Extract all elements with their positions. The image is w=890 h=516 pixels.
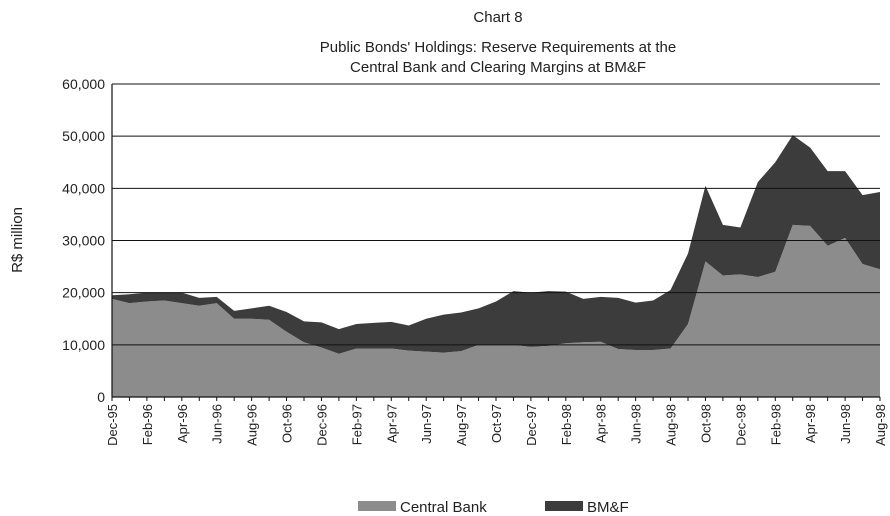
x-tick-label: Feb-98 <box>768 404 783 445</box>
x-tick-label: Oct-97 <box>489 404 504 443</box>
axes <box>111 84 881 401</box>
x-tick-label: Apr-97 <box>384 404 399 443</box>
x-tick-label: Apr-96 <box>175 404 190 443</box>
x-tick-label: Feb-98 <box>559 404 574 445</box>
x-tick-label: Apr-98 <box>803 404 818 443</box>
legend: Central Bank BM&F <box>358 499 629 516</box>
area-series-central-bank <box>112 224 880 397</box>
area-series-bm-f <box>112 135 880 354</box>
y-tick-label: 20,000 <box>62 285 105 301</box>
x-tick-label: Oct-98 <box>698 404 713 443</box>
x-tick-label: Dec-98 <box>733 404 748 446</box>
y-tick-label: 60,000 <box>62 76 105 92</box>
x-tick-label: Aug-98 <box>873 404 888 446</box>
legend-label-bmf: BM&F <box>587 499 629 516</box>
legend-swatch-bmf <box>545 501 583 511</box>
y-tick-label: 30,000 <box>62 233 105 249</box>
chart-title-line-1: Public Bonds' Holdings: Reserve Requirem… <box>320 39 676 56</box>
x-tick-label: Aug-97 <box>454 404 469 446</box>
y-axis-label: R$ million <box>9 207 26 273</box>
gridlines <box>112 83 880 346</box>
chart-label: Chart 8 <box>473 9 522 26</box>
x-tick-label: Feb-97 <box>349 404 364 445</box>
y-tick-label: 50,000 <box>62 128 105 144</box>
legend-label-central-bank: Central Bank <box>400 499 487 516</box>
x-tick-label: Aug-98 <box>664 404 679 446</box>
x-tick-label: Dec-96 <box>314 404 329 446</box>
x-tick-labels: Dec-95 Feb-96 Apr-96 Jun-96 Aug-96 Oct-96 Dec-… <box>105 404 888 446</box>
x-tick-label: Jun-96 <box>210 404 225 444</box>
x-tick-label: Jun-98 <box>838 404 853 444</box>
y-tick-label: 0 <box>97 389 105 405</box>
x-tick-label: Jun-97 <box>419 404 434 444</box>
x-tick-label: Dec-97 <box>524 404 539 446</box>
x-tick-label: Jun-98 <box>629 404 644 444</box>
y-tick-label: 40,000 <box>62 180 105 196</box>
x-tick-label: Feb-96 <box>140 404 155 445</box>
x-tick-label: Dec-95 <box>105 404 120 446</box>
x-tick-label: Apr-98 <box>594 404 609 443</box>
chart-title-line-2: Central Bank and Clearing Margins at BM&… <box>350 59 646 76</box>
legend-swatch-central-bank <box>358 501 396 511</box>
plot-areas <box>112 135 880 397</box>
y-tick-labels: 0 10,000 20,000 30,000 40,000 50,000 60,000 <box>62 76 105 405</box>
x-tick-label: Aug-96 <box>245 404 260 446</box>
x-tick-label: Oct-96 <box>280 404 295 443</box>
y-tick-label: 10,000 <box>62 337 105 353</box>
